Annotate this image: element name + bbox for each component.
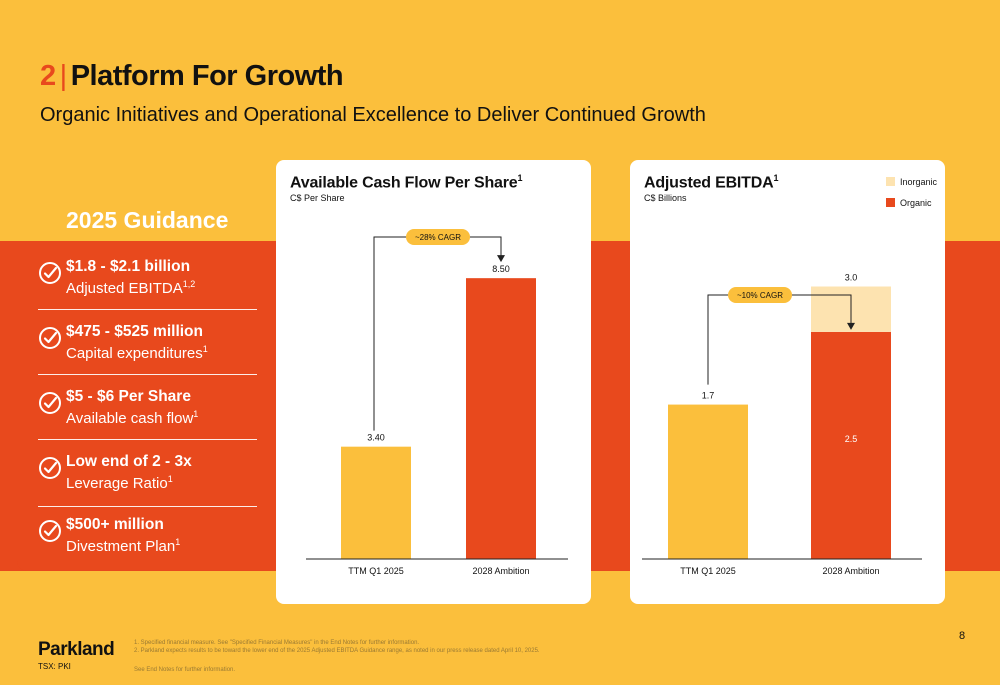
guidance-divider <box>38 374 257 375</box>
page-number: 8 <box>959 630 966 642</box>
legend-label: Organic <box>900 198 932 208</box>
bar <box>341 446 411 559</box>
arrow-icon <box>847 322 855 330</box>
guidance-divider <box>38 439 257 440</box>
guidance-item-sub: Available cash flow1 <box>66 409 199 427</box>
chart-title: Available Cash Flow Per Share1 <box>290 173 523 192</box>
check-circle-icon <box>39 327 61 349</box>
cagr-label: ~28% CAGR <box>415 233 461 242</box>
check-circle-icon <box>39 392 61 414</box>
guidance-divider <box>38 506 257 507</box>
bar <box>466 278 536 559</box>
chart-subtitle: C$ Per Share <box>290 193 345 203</box>
tick-label: TTM Q1 2025 <box>348 566 404 576</box>
page-title: 2 | Platform For Growth <box>40 60 344 93</box>
legend-swatch-inorganic <box>886 177 895 186</box>
ticker: TSX: PKI <box>38 662 71 671</box>
title-text: Platform For Growth <box>70 60 344 92</box>
chart-subtitle: C$ Billions <box>644 193 687 203</box>
guidance-item-sub: Capital expenditures1 <box>66 344 208 362</box>
data-label: 1.7 <box>702 391 715 401</box>
guidance-item-sub: Leverage Ratio1 <box>66 474 173 492</box>
cagr-label: ~10% CAGR <box>737 291 783 300</box>
guidance-item-sub: Divestment Plan1 <box>66 537 181 555</box>
legend-label: Inorganic <box>900 177 938 187</box>
guidance-item-main: $1.8 - $2.1 billion <box>66 258 191 275</box>
guidance-divider <box>38 309 257 310</box>
chart-title: Adjusted EBITDA1 <box>644 173 779 192</box>
footnote: 1. Specified financial measure. See "Spe… <box>134 640 420 646</box>
tick-label: 2028 Ambition <box>822 566 879 576</box>
check-circle-icon <box>39 457 61 479</box>
ebitda-chart: 1.7 TTM Q1 2025 3.0 2.5 2028 Ambition ~10% CA… <box>642 177 938 576</box>
guidance-item-main: $475 - $525 million <box>66 323 203 340</box>
legend-swatch-organic <box>886 198 895 207</box>
data-label: 3.40 <box>367 433 385 443</box>
data-label-inner: 2.5 <box>845 434 858 444</box>
tick-label: 2028 Ambition <box>472 566 529 576</box>
cash-flow-chart: 3.40 TTM Q1 2025 8.50 2028 Ambition ~28% CAG… <box>306 229 568 576</box>
check-circle-icon <box>39 262 61 284</box>
guidance-item-sub: Adjusted EBITDA1,2 <box>66 279 196 297</box>
data-label: 8.50 <box>492 264 510 274</box>
footnote: See End Notes for further information. <box>134 667 236 673</box>
cagr-pill <box>728 287 792 303</box>
check-circle-icon <box>39 520 61 542</box>
data-label: 3.0 <box>845 273 858 283</box>
guidance-item-main: $5 - $6 Per Share <box>66 388 191 405</box>
footnote: 2. Parkland expects results to be toward… <box>134 648 540 654</box>
cagr-pill <box>406 229 470 245</box>
ebitda-chart-card: 1.7 TTM Q1 2025 3.0 2.5 2028 Ambition ~10% CA… <box>630 160 945 604</box>
arrow-icon <box>497 255 505 263</box>
tick-label: TTM Q1 2025 <box>680 566 736 576</box>
cash-flow-chart-card: 3.40 TTM Q1 2025 8.50 2028 Ambition ~28% CAG… <box>276 160 591 604</box>
guidance-item-main: Low end of 2 - 3x <box>66 453 192 470</box>
bar-organic <box>811 331 891 559</box>
section-number: 2 <box>40 60 56 92</box>
bar-organic <box>668 404 748 559</box>
brand-logo: Parkland <box>38 639 115 660</box>
guidance-item-main: $500+ million <box>66 516 164 533</box>
guidance-title: 2025 Guidance <box>66 207 229 233</box>
title-separator: | <box>59 60 68 92</box>
page-subtitle: Organic Initiatives and Operational Exce… <box>40 104 706 126</box>
